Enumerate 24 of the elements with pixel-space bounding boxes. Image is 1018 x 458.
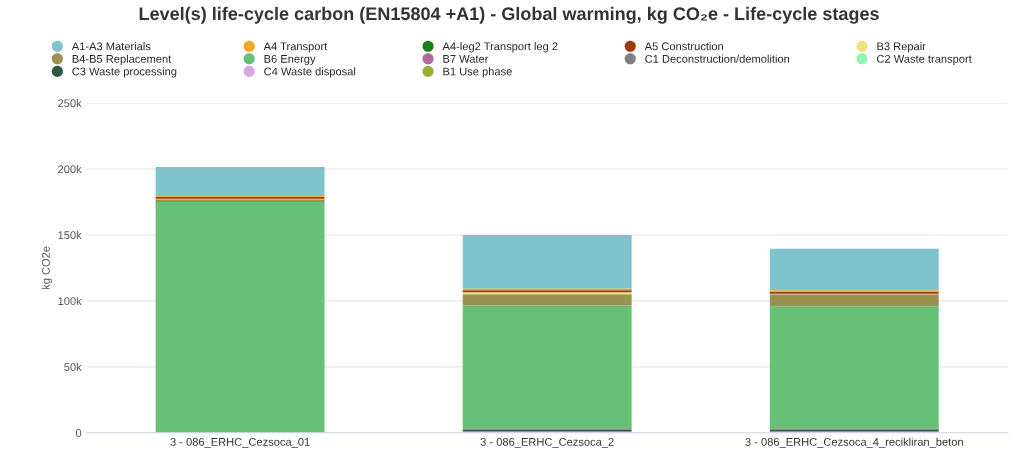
legend-label: B6 Energy	[264, 54, 316, 65]
legend-label: B1 Use phase	[443, 67, 512, 78]
y-axis-title: kg CO2e	[41, 246, 53, 290]
y-tick-label: 200k	[58, 164, 82, 174]
y-tick-label: 150k	[58, 230, 82, 240]
legend-label: A4 Transport	[263, 42, 328, 53]
legend-label: C4 Waste disposal	[264, 67, 356, 78]
legend-label: B7 Water	[443, 55, 489, 63]
y-tick-label: 0	[75, 429, 82, 437]
x-tick-label: 3 - 086_ERHC_Cezsoca_2	[480, 437, 614, 448]
legend-label: A1-A3 Materials	[71, 42, 151, 51]
chart-title: Level(s) life-cycle carbon (EN15804 +A1) - Global warming, kg CO₂e - Life-cycle stages	[139, 6, 879, 24]
legend-label: C3 Waste processing	[72, 67, 177, 78]
legend-label: B3 Repair	[877, 42, 926, 53]
legend-label: B4-B5 Replacement	[72, 54, 172, 65]
legend-label: A5 Construction	[644, 42, 724, 51]
x-tick-label: 3 - 086_ERHC_Cezsoca_4_recikliran_beton	[745, 437, 963, 448]
legend-label: A4-leg2 Transport leg 2	[442, 42, 558, 53]
legend-label: C2 Waste transport	[877, 54, 972, 65]
y-tick-label: 50k	[64, 362, 82, 371]
x-tick-label: 3 - 086_ERHC_Cezsoca_01	[170, 437, 310, 448]
legend-label: C1 Deconstruction/demolition	[645, 54, 790, 63]
y-tick-label: 100k	[58, 296, 82, 306]
y-tick-label: 250k	[58, 99, 82, 108]
